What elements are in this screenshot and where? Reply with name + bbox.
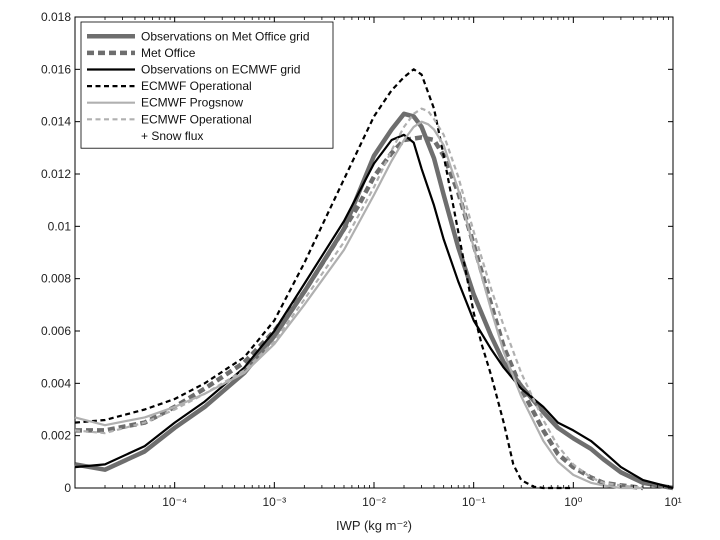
y-tick-label: 0.002 [41,429,71,443]
legend-label: Met Office [141,46,196,60]
y-tick-label: 0.004 [41,376,71,390]
legend-label: + Snow flux [141,129,203,143]
series-layer [74,68,674,491]
y-tick-label: 0.012 [41,167,71,181]
y-tick-label: 0.01 [48,219,72,233]
x-axis-label: IWP (kg m⁻²) [336,518,412,533]
x-tick-label: 10⁻⁴ [162,495,187,509]
series-line-ecmwf-operational [74,68,574,490]
series-line-ecmwf-operational-snow-flux [74,107,644,490]
y-tick-label: 0.006 [41,324,71,338]
legend-label: Observations on Met Office grid [141,29,310,43]
y-tick-label: 0.016 [41,62,71,76]
y-tick-label: 0.018 [41,10,71,24]
y-tick-label: 0 [64,481,71,495]
x-tick-label: 10⁻² [362,495,386,509]
legend: Observations on Met Office grid Met Offic… [80,21,334,149]
y-tick-label: 0.008 [41,272,71,286]
y-tick-label: 0.014 [41,115,71,129]
x-tick-label: 10⁻³ [262,495,286,509]
x-tick-label: 10⁻¹ [462,495,486,509]
axis-layer: 0 0.002 0.004 0.006 0.008 0.01 0.012 0.014 0.016… [41,10,682,509]
legend-label: ECMWF Progsnow [141,96,243,110]
x-tick-label: 10⁰ [564,495,582,509]
x-tick-label: 10¹ [664,495,681,509]
series-line-observations-on-met-office-grid [74,111,674,491]
legend-label: ECMWF Operational [141,79,252,93]
legend-label: ECMWF Operational [141,112,252,126]
series-line-met-office [75,135,644,491]
legend-label: Observations on ECMWF grid [141,63,300,77]
series-line-ecmwf-progsnow [74,120,643,490]
